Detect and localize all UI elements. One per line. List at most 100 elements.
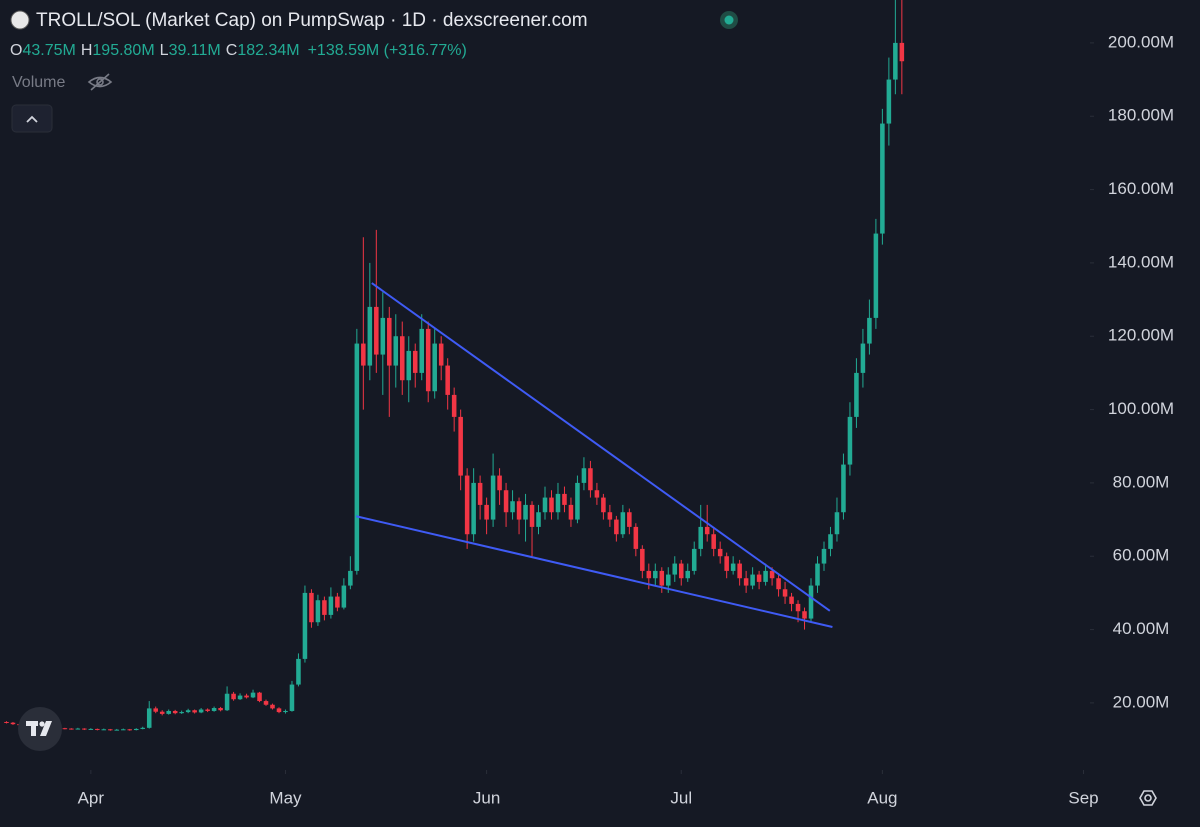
candle [568, 497, 574, 527]
candle [880, 108, 885, 245]
candle [296, 653, 301, 687]
candle [678, 559, 684, 586]
candle [88, 728, 94, 730]
candle-body [133, 728, 139, 731]
candle [309, 589, 314, 628]
candle-body [296, 658, 301, 685]
candle [737, 559, 742, 586]
candle [691, 541, 697, 575]
overlay: TROLL/SOL (Market Cap) on PumpSwap · 1D … [10, 10, 1157, 806]
candle [211, 706, 217, 712]
ohlc-key: C [226, 42, 238, 59]
candle [743, 570, 749, 593]
candle [406, 336, 412, 403]
candle-body [419, 328, 424, 373]
candle [730, 556, 736, 575]
collapse-caret [26, 115, 38, 123]
candle-body [367, 306, 373, 366]
candle-body [471, 482, 476, 535]
x-tick-label: Jun [473, 788, 500, 807]
candle-body [95, 728, 100, 730]
candle [283, 709, 288, 714]
volume-label[interactable]: Volume [12, 74, 65, 91]
candle-body [607, 512, 613, 520]
candle [614, 515, 619, 542]
y-tick-label: 200.00M [1108, 32, 1174, 51]
candle [549, 490, 554, 520]
candle-body [153, 708, 158, 712]
candle [237, 693, 243, 700]
candle-body [873, 233, 879, 318]
candle [867, 299, 872, 355]
candle-body [283, 710, 288, 713]
candle [653, 563, 658, 586]
candle [873, 218, 879, 329]
candle-body [140, 727, 146, 729]
candle-body [179, 712, 184, 714]
candle-body [250, 692, 256, 698]
candle-body [322, 600, 327, 615]
candle [335, 592, 340, 612]
candle-body [211, 708, 217, 711]
candle-body [737, 563, 742, 579]
candle-body [503, 490, 509, 513]
candle-body [464, 475, 470, 535]
candle-body [341, 585, 347, 608]
candle [328, 587, 334, 619]
candle-body [354, 343, 360, 571]
settings-icon[interactable] [1139, 790, 1157, 806]
candle-body [549, 497, 554, 513]
candle-body [458, 416, 463, 476]
candle [516, 497, 522, 535]
candle [477, 475, 483, 520]
candle [776, 574, 781, 597]
candle [633, 523, 639, 557]
candle [815, 556, 820, 593]
candle-body [828, 534, 833, 549]
candle [140, 726, 146, 730]
candle-body [795, 603, 801, 612]
candle [114, 728, 120, 731]
candle [153, 706, 158, 714]
candle-body [893, 42, 898, 80]
candle-body [834, 512, 840, 535]
candle [289, 680, 295, 712]
candle-body [659, 570, 665, 586]
y-tick-label: 160.00M [1108, 179, 1174, 198]
x-tick-label: Sep [1068, 788, 1098, 807]
hide-icon[interactable] [87, 73, 113, 91]
candle [133, 728, 139, 731]
candle [108, 728, 113, 731]
candle [471, 468, 476, 542]
y-tick-label: 120.00M [1108, 326, 1174, 345]
candle [756, 570, 762, 590]
candle-body [756, 574, 762, 582]
candle-body [121, 729, 126, 731]
candle [432, 328, 437, 399]
candle [185, 708, 191, 714]
candle-body [542, 497, 548, 513]
candle [250, 689, 256, 699]
candle-body [10, 722, 16, 725]
status-dot [724, 15, 734, 25]
candle-body [711, 534, 716, 549]
candle-body [847, 416, 853, 465]
candle [341, 578, 347, 610]
candle [127, 728, 133, 731]
candle [659, 567, 665, 593]
candle-body [854, 372, 859, 417]
ohlc-key: H [81, 42, 93, 59]
candle [523, 493, 528, 542]
collapse-button[interactable] [11, 104, 53, 133]
candle-body [562, 493, 567, 505]
candle [575, 475, 580, 524]
candle-body [425, 328, 431, 392]
logo-badge[interactable] [18, 707, 62, 751]
candle-body [666, 574, 671, 586]
candle [802, 607, 807, 630]
candle-body [698, 526, 703, 549]
candle-body [387, 317, 392, 366]
y-tick-label: 100.00M [1108, 399, 1174, 418]
candle-body [101, 729, 107, 731]
